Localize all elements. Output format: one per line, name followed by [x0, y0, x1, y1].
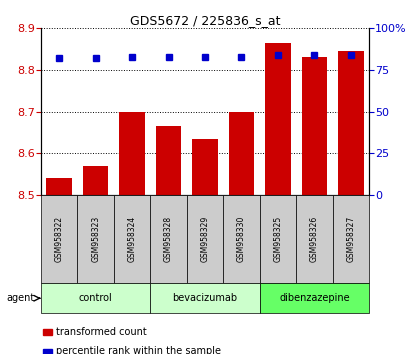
- Text: GSM958330: GSM958330: [236, 216, 245, 262]
- Bar: [83, 166, 108, 195]
- Bar: [301, 57, 326, 195]
- Text: GSM958329: GSM958329: [200, 216, 209, 262]
- Bar: [119, 112, 144, 195]
- Text: GSM958326: GSM958326: [309, 216, 318, 262]
- Bar: [192, 138, 217, 195]
- Text: GSM958322: GSM958322: [54, 216, 63, 262]
- Bar: [155, 126, 181, 195]
- Text: control: control: [79, 293, 112, 303]
- Text: GSM958328: GSM958328: [164, 216, 173, 262]
- Text: GSM958324: GSM958324: [127, 216, 136, 262]
- Text: GSM958325: GSM958325: [273, 216, 282, 262]
- Text: percentile rank within the sample: percentile rank within the sample: [56, 346, 220, 354]
- Text: dibenzazepine: dibenzazepine: [279, 293, 349, 303]
- Bar: [337, 51, 363, 195]
- Text: agent: agent: [7, 293, 35, 303]
- Text: GSM958323: GSM958323: [91, 216, 100, 262]
- Bar: [228, 112, 254, 195]
- Bar: [46, 178, 72, 195]
- Title: GDS5672 / 225836_s_at: GDS5672 / 225836_s_at: [129, 14, 280, 27]
- Text: bevacizumab: bevacizumab: [172, 293, 237, 303]
- Text: transformed count: transformed count: [56, 327, 146, 337]
- Text: GSM958327: GSM958327: [346, 216, 355, 262]
- Bar: [265, 43, 290, 195]
